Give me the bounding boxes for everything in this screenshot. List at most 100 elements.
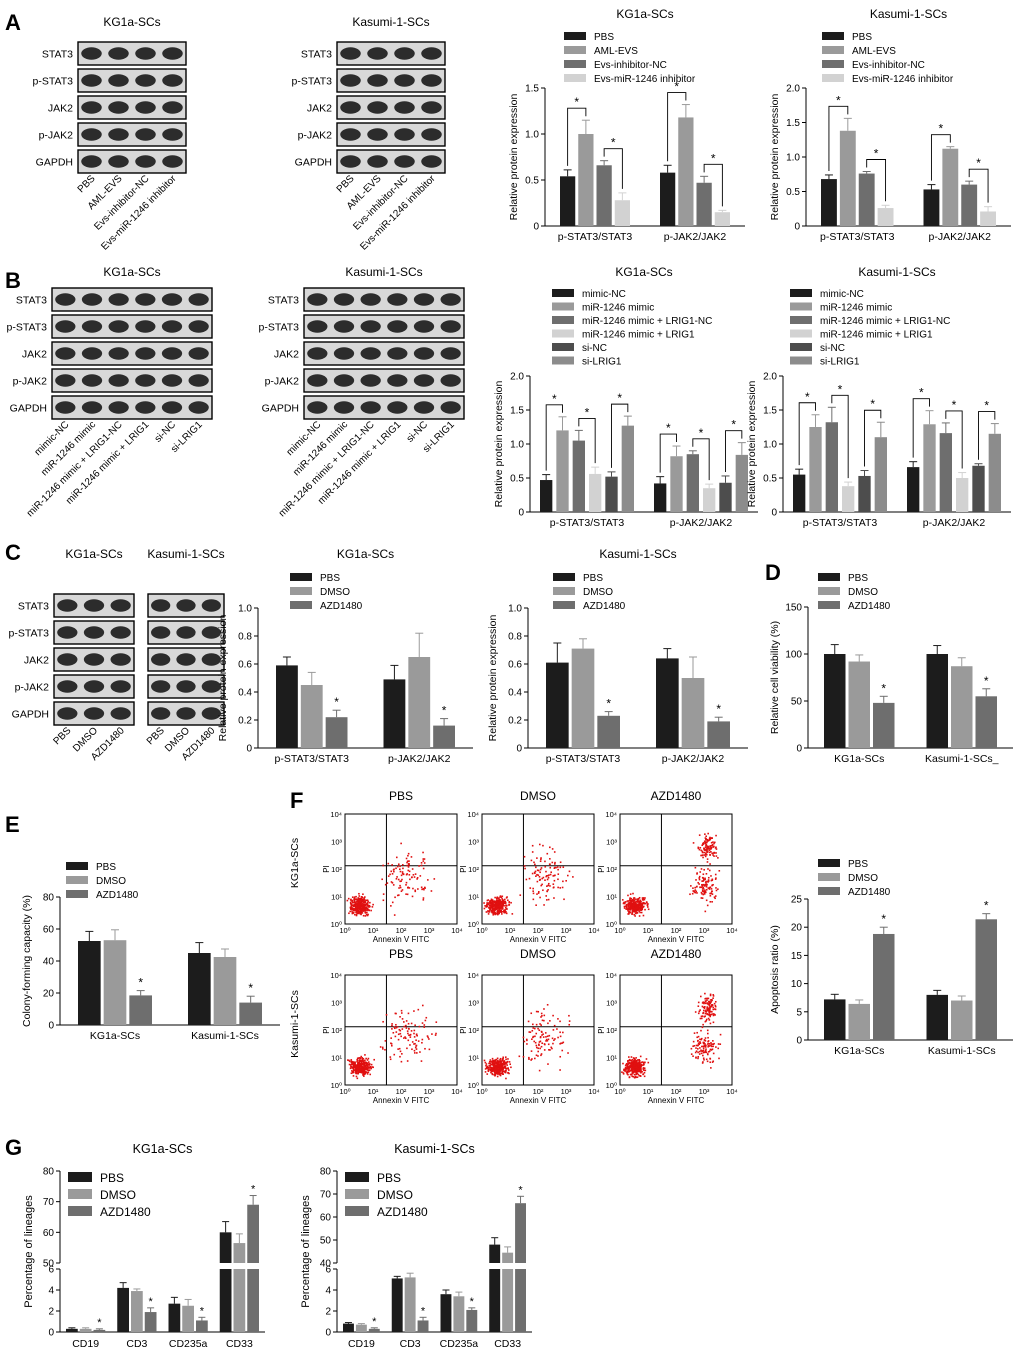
event-dot [539,878,541,881]
flow-column-title: DMSO [520,789,556,803]
event-dot [707,881,709,883]
y-axis-label: PI [597,865,606,873]
event-dot [369,1066,372,1068]
event-dot [397,1033,400,1036]
event-dot [405,1020,408,1022]
event-dot [705,882,707,884]
event-dot [710,1067,712,1069]
event-dot [403,1025,406,1028]
bar [368,1328,380,1332]
bar [660,172,676,226]
event-dot [491,907,494,910]
blot-band [387,401,408,414]
event-dot [502,1066,504,1068]
event-dot [696,872,698,874]
event-dot [533,1040,536,1043]
event-dot [350,905,353,907]
event-dot [714,1005,717,1008]
event-dot [557,878,559,881]
event-dot [394,896,396,899]
event-dot [361,1060,363,1063]
event-dot [355,911,357,914]
bar [975,696,997,748]
event-dot [631,899,634,901]
event-dot [504,910,506,912]
blot-band [440,374,461,387]
y-tick-label: 0 [771,508,777,519]
event-dot [354,1061,356,1064]
event-dot [638,907,641,910]
event-dot [492,913,495,916]
event-dot [647,908,650,911]
significance-bracket [912,398,930,458]
event-dot [357,911,360,913]
event-dot [504,1070,507,1072]
blot-band [162,128,183,141]
event-dot [366,903,369,906]
y-tick-label: 10¹ [468,1054,479,1063]
event-dot [355,1067,357,1069]
event-dot [486,902,488,904]
event-dot [638,905,641,907]
legend-label: si-NC [582,343,607,354]
event-dot [366,1059,369,1061]
event-dot [711,852,713,855]
event-dot [541,877,543,880]
bar [942,148,959,226]
event-dot [362,1074,364,1076]
event-dot [706,997,709,1000]
y-tick-label: 10⁴ [605,971,617,980]
event-dot [697,881,699,884]
event-dot [356,907,358,910]
event-dot [505,896,508,899]
event-dot [496,1062,498,1065]
bar [129,995,152,1025]
event-dot [701,1015,704,1017]
event-dot [627,1061,629,1063]
bar [300,685,323,748]
event-dot [552,875,555,877]
event-dot [400,842,402,845]
event-dot [399,884,401,887]
legend-label: AZD1480 [848,601,891,612]
event-dot [368,904,371,907]
event-dot [703,1009,705,1012]
event-dot [709,1002,712,1004]
event-dot [349,1064,352,1066]
event-dot [707,1045,710,1047]
blot-band [83,599,105,612]
event-dot [359,901,362,903]
event-dot [391,1023,393,1025]
event-dot [497,909,500,912]
event-dot [497,907,499,910]
y-tick-label: 40 [320,1259,332,1270]
event-dot [632,1075,635,1078]
event-dot [390,905,392,907]
event-dot [641,898,644,901]
event-dot [491,1060,493,1063]
blot-row-label: JAK2 [307,103,332,115]
event-dot [635,1060,637,1063]
significance-mark: * [148,1296,153,1308]
legend-swatch [790,316,812,324]
event-dot [351,1070,353,1072]
event-dot [548,1034,551,1037]
event-dot [629,908,632,911]
event-dot [367,902,369,904]
y-tick-label: 10¹ [468,893,479,902]
event-dot [634,909,637,911]
event-dot [627,909,629,912]
bar [873,702,895,748]
event-dot [368,1064,371,1066]
event-dot [546,885,548,887]
event-dot [361,896,363,898]
bar [972,465,985,512]
blot-band [81,293,103,306]
y-tick-label: 70 [43,1197,55,1208]
event-dot [626,903,628,906]
legend-label: si-LRIG1 [820,357,860,368]
event-dot [636,1063,638,1066]
event-dot [701,1026,704,1029]
panel-label-G: G [5,1135,22,1160]
event-dot [714,1008,717,1011]
